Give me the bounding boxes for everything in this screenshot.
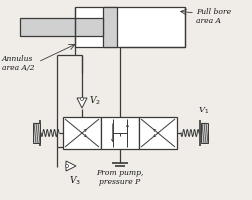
- Bar: [101, 117, 139, 149]
- Polygon shape: [66, 161, 76, 171]
- Circle shape: [80, 98, 83, 101]
- Bar: [75, 8, 185, 48]
- Bar: [20, 19, 103, 37]
- Text: V$_2$: V$_2$: [89, 94, 101, 107]
- Bar: [201, 123, 208, 144]
- Text: V$_1$: V$_1$: [198, 105, 210, 115]
- Bar: [33, 123, 40, 144]
- Text: From pump,
pressure P: From pump, pressure P: [96, 168, 144, 185]
- Circle shape: [66, 165, 69, 168]
- Text: V$_3$: V$_3$: [69, 174, 81, 187]
- Bar: [63, 117, 101, 149]
- Polygon shape: [77, 99, 87, 108]
- Bar: [103, 8, 117, 48]
- Text: Full bore
area A: Full bore area A: [196, 8, 231, 25]
- Text: Annulus
area A/2: Annulus area A/2: [2, 55, 35, 72]
- Bar: [139, 117, 177, 149]
